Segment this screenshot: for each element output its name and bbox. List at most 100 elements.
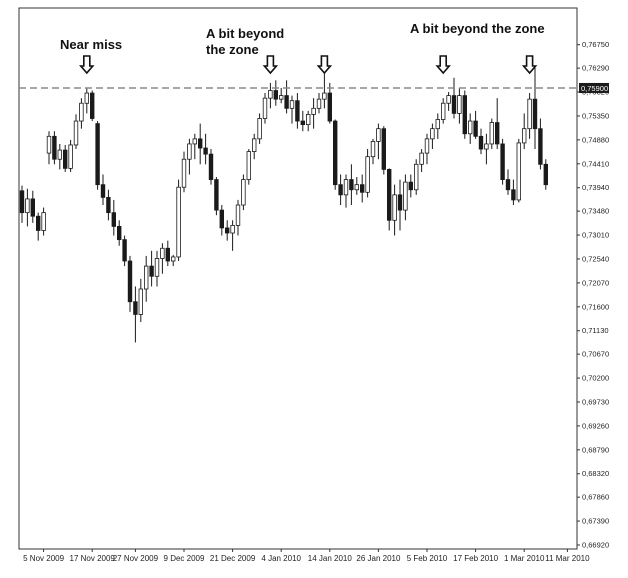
annotation-beyond-zone-1-line2: the zone xyxy=(206,42,259,57)
candle xyxy=(95,121,100,190)
down-arrow-icon xyxy=(316,55,333,75)
x-tick-label: 5 Nov 2009 xyxy=(23,554,64,563)
candle xyxy=(349,164,354,206)
candle xyxy=(403,174,408,221)
candle xyxy=(295,93,300,129)
candles-layer xyxy=(19,62,548,343)
candle-body xyxy=(84,92,89,104)
candle xyxy=(332,119,338,190)
candle-body xyxy=(203,147,208,155)
candle xyxy=(73,114,79,150)
candle xyxy=(251,133,257,160)
candle-body xyxy=(489,122,494,145)
candle xyxy=(300,110,305,132)
candle xyxy=(30,190,35,223)
candle xyxy=(106,189,111,221)
candle-body xyxy=(170,256,176,262)
candle-body xyxy=(381,128,386,170)
candle-body xyxy=(311,107,316,115)
candle-body xyxy=(435,119,440,130)
candle xyxy=(538,118,543,170)
candle xyxy=(359,174,365,203)
candle xyxy=(484,133,489,165)
candle xyxy=(278,87,284,104)
candle xyxy=(84,87,89,114)
candle xyxy=(532,67,538,150)
candle xyxy=(370,138,376,165)
candle-body xyxy=(68,144,73,169)
candle-body xyxy=(25,198,30,214)
resistance-layer: 0,75900 xyxy=(19,82,609,93)
candle xyxy=(440,98,446,124)
candle-body xyxy=(440,102,446,120)
candle xyxy=(57,143,62,170)
candle xyxy=(462,90,467,139)
candle xyxy=(392,184,397,236)
candle-body xyxy=(197,138,203,149)
candle-body xyxy=(370,141,376,158)
candle xyxy=(289,95,295,124)
y-tick-label: 0,73480 xyxy=(582,207,609,216)
candle xyxy=(516,138,521,203)
candle-body xyxy=(403,181,408,211)
candle xyxy=(19,185,25,223)
candle-body xyxy=(527,98,532,130)
y-tick-label: 0,73010 xyxy=(582,231,609,240)
candle-body xyxy=(354,184,359,191)
candle xyxy=(467,113,473,144)
candle-body xyxy=(224,227,230,234)
y-tick-label: 0,72540 xyxy=(582,254,609,263)
y-tick-label: 0,74410 xyxy=(582,159,609,168)
candle xyxy=(316,93,322,114)
candle xyxy=(305,110,311,132)
down-arrow-icon xyxy=(262,55,279,75)
candle xyxy=(187,138,192,175)
candle-body xyxy=(408,181,413,191)
candle-body xyxy=(268,90,273,99)
candle-body xyxy=(165,247,170,262)
candle-body xyxy=(359,184,365,193)
candle-body xyxy=(305,114,311,126)
candle-body xyxy=(278,95,284,100)
candle xyxy=(489,118,494,150)
candle xyxy=(446,92,451,111)
candle xyxy=(68,139,73,172)
candle-body xyxy=(106,196,111,214)
y-tick-label: 0,76750 xyxy=(582,40,609,49)
candle xyxy=(133,286,138,343)
resistance-label: 0,75900 xyxy=(581,84,608,93)
candle-body xyxy=(46,135,52,154)
candle xyxy=(122,235,127,267)
candle xyxy=(413,159,419,195)
candle-body xyxy=(176,186,181,258)
y-tick-label: 0,68790 xyxy=(582,445,609,454)
candle-body xyxy=(251,138,257,152)
annotation-near-miss: Near miss xyxy=(60,37,123,52)
candle xyxy=(138,278,143,323)
candle xyxy=(381,126,386,175)
annotation-beyond-zone-1-line1: A bit beyond xyxy=(206,26,285,41)
candle xyxy=(208,149,214,185)
candle-body xyxy=(138,288,143,315)
y-tick-label: 0,67390 xyxy=(582,517,609,526)
candle-body xyxy=(392,194,397,221)
candle xyxy=(176,179,181,262)
candle xyxy=(219,205,224,236)
x-tick-label: 11 Mar 2010 xyxy=(545,554,590,563)
x-tick-label: 5 Feb 2010 xyxy=(407,554,448,563)
candle xyxy=(505,169,511,195)
candle xyxy=(117,220,122,246)
candle-body xyxy=(451,95,457,114)
y-axis: 0,767500,762900,758200,753500,748800,744… xyxy=(577,40,609,550)
candle-body xyxy=(117,225,122,241)
annotation-beyond-zone-2: A bit beyond the zone xyxy=(410,21,545,36)
candle xyxy=(500,138,505,185)
candle-body xyxy=(284,95,289,109)
resistance-label-bg xyxy=(579,82,609,93)
candle-body xyxy=(143,265,149,290)
candle xyxy=(46,131,52,165)
candle-body xyxy=(430,128,435,140)
y-tick-label: 0,75350 xyxy=(582,111,609,120)
y-tick-label: 0,70670 xyxy=(582,350,609,359)
